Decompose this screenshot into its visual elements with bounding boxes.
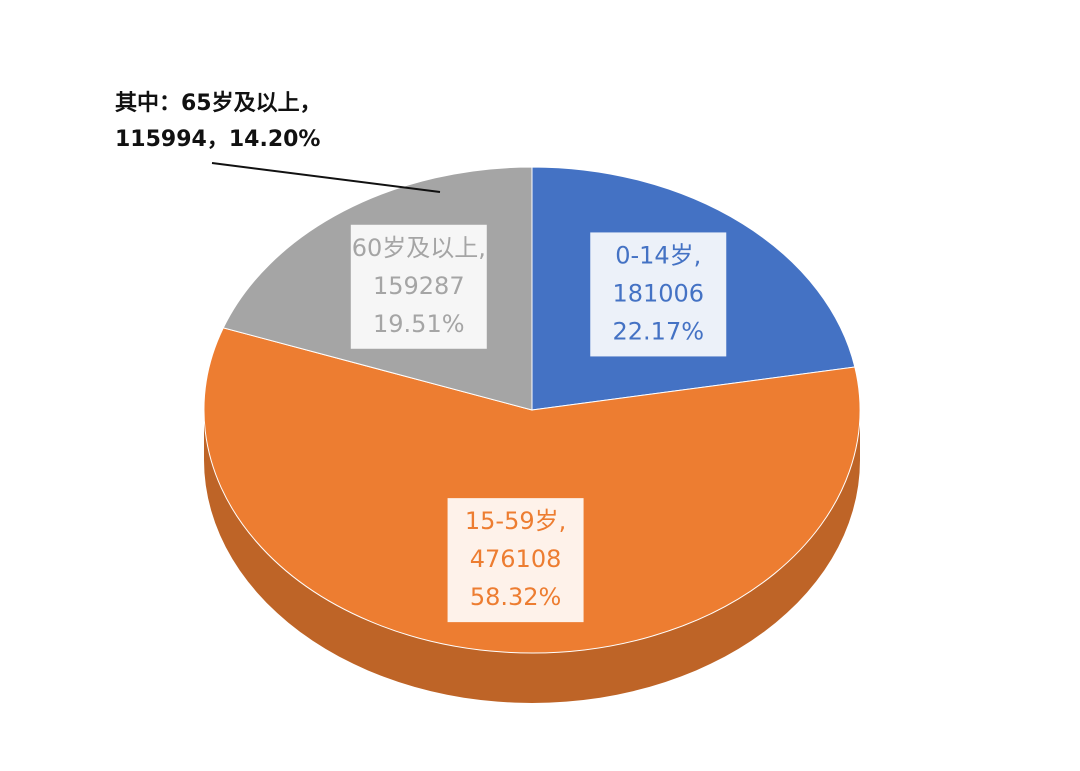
annotation-leader xyxy=(211,162,441,193)
value-label: 159287 xyxy=(373,272,465,300)
value-label: 181006 xyxy=(612,279,704,307)
label-box xyxy=(350,224,487,349)
pie-slice xyxy=(203,327,861,654)
label-box xyxy=(447,498,584,623)
category-label: 15-59岁, xyxy=(465,507,566,535)
side-wall xyxy=(204,410,860,703)
data-label: 60岁及以上, 159287 19.51% xyxy=(350,224,487,349)
annotation-line: 115994，14.20% xyxy=(115,127,320,152)
annotation-line: 其中：65岁及以上， xyxy=(115,90,322,116)
category-label: 0-14岁, xyxy=(615,241,701,269)
data-label: 15-59岁, 476108 58.32% xyxy=(447,498,584,623)
label-box xyxy=(590,232,727,357)
percent-label: 58.32% xyxy=(470,583,562,611)
percent-label: 19.51% xyxy=(373,310,465,338)
percent-label: 22.17% xyxy=(613,317,705,345)
value-label: 476108 xyxy=(470,545,562,573)
category-label: 60岁及以上, xyxy=(352,234,486,262)
data-label: 0-14岁, 181006 22.17% xyxy=(590,232,727,357)
